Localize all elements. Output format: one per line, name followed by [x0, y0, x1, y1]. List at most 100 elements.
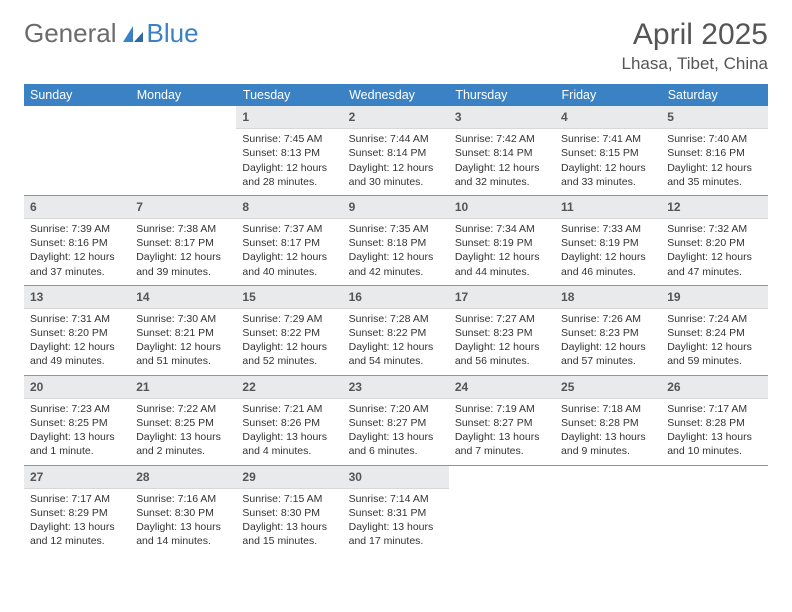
- calendar-day-cell: 13Sunrise: 7:31 AMSunset: 8:20 PMDayligh…: [24, 285, 130, 375]
- calendar-day-cell: 28Sunrise: 7:16 AMSunset: 8:30 PMDayligh…: [130, 465, 236, 554]
- daylight-line: Daylight: 12 hours and 57 minutes.: [561, 340, 655, 368]
- day-content: Sunrise: 7:37 AMSunset: 8:17 PMDaylight:…: [236, 219, 342, 285]
- sunrise-line: Sunrise: 7:33 AM: [561, 222, 655, 236]
- sunset-line: Sunset: 8:22 PM: [349, 326, 443, 340]
- sunrise-line: Sunrise: 7:19 AM: [455, 402, 549, 416]
- weekday-header: Saturday: [661, 84, 767, 106]
- sunrise-line: Sunrise: 7:35 AM: [349, 222, 443, 236]
- calendar-day-cell: ..: [661, 465, 767, 554]
- day-number: 22: [236, 376, 342, 399]
- day-content: Sunrise: 7:27 AMSunset: 8:23 PMDaylight:…: [449, 309, 555, 375]
- day-content: Sunrise: 7:24 AMSunset: 8:24 PMDaylight:…: [661, 309, 767, 375]
- day-content: Sunrise: 7:16 AMSunset: 8:30 PMDaylight:…: [130, 489, 236, 555]
- calendar-day-cell: 26Sunrise: 7:17 AMSunset: 8:28 PMDayligh…: [661, 375, 767, 465]
- day-number: 21: [130, 376, 236, 399]
- sunset-line: Sunset: 8:16 PM: [667, 146, 761, 160]
- daylight-line: Daylight: 12 hours and 28 minutes.: [242, 161, 336, 189]
- daylight-line: Daylight: 12 hours and 51 minutes.: [136, 340, 230, 368]
- sunrise-line: Sunrise: 7:21 AM: [242, 402, 336, 416]
- daylight-line: Daylight: 12 hours and 44 minutes.: [455, 250, 549, 278]
- daylight-line: Daylight: 12 hours and 54 minutes.: [349, 340, 443, 368]
- day-content: Sunrise: 7:44 AMSunset: 8:14 PMDaylight:…: [343, 129, 449, 195]
- day-number: 15: [236, 286, 342, 309]
- sunset-line: Sunset: 8:14 PM: [455, 146, 549, 160]
- sunrise-line: Sunrise: 7:24 AM: [667, 312, 761, 326]
- day-number: 28: [130, 466, 236, 489]
- calendar-day-cell: 1Sunrise: 7:45 AMSunset: 8:13 PMDaylight…: [236, 106, 342, 195]
- daylight-line: Daylight: 13 hours and 9 minutes.: [561, 430, 655, 458]
- daylight-line: Daylight: 12 hours and 39 minutes.: [136, 250, 230, 278]
- day-content: Sunrise: 7:17 AMSunset: 8:28 PMDaylight:…: [661, 399, 767, 465]
- sunset-line: Sunset: 8:17 PM: [136, 236, 230, 250]
- sunrise-line: Sunrise: 7:15 AM: [242, 492, 336, 506]
- sunrise-line: Sunrise: 7:26 AM: [561, 312, 655, 326]
- calendar-week-row: 6Sunrise: 7:39 AMSunset: 8:16 PMDaylight…: [24, 195, 768, 285]
- sunset-line: Sunset: 8:27 PM: [455, 416, 549, 430]
- sunrise-line: Sunrise: 7:30 AM: [136, 312, 230, 326]
- calendar-day-cell: 16Sunrise: 7:28 AMSunset: 8:22 PMDayligh…: [343, 285, 449, 375]
- day-content: Sunrise: 7:29 AMSunset: 8:22 PMDaylight:…: [236, 309, 342, 375]
- sunset-line: Sunset: 8:23 PM: [561, 326, 655, 340]
- daylight-line: Daylight: 12 hours and 47 minutes.: [667, 250, 761, 278]
- page-header: General Blue April 2025 Lhasa, Tibet, Ch…: [24, 18, 768, 74]
- sunrise-line: Sunrise: 7:45 AM: [242, 132, 336, 146]
- day-content: Sunrise: 7:23 AMSunset: 8:25 PMDaylight:…: [24, 399, 130, 465]
- sunset-line: Sunset: 8:15 PM: [561, 146, 655, 160]
- day-number: 14: [130, 286, 236, 309]
- sunrise-line: Sunrise: 7:41 AM: [561, 132, 655, 146]
- day-number: 10: [449, 196, 555, 219]
- sunset-line: Sunset: 8:19 PM: [561, 236, 655, 250]
- calendar-day-cell: 17Sunrise: 7:27 AMSunset: 8:23 PMDayligh…: [449, 285, 555, 375]
- day-content: Sunrise: 7:28 AMSunset: 8:22 PMDaylight:…: [343, 309, 449, 375]
- sunset-line: Sunset: 8:13 PM: [242, 146, 336, 160]
- day-number: 23: [343, 376, 449, 399]
- weekday-header: Friday: [555, 84, 661, 106]
- day-content: Sunrise: 7:15 AMSunset: 8:30 PMDaylight:…: [236, 489, 342, 555]
- calendar-day-cell: 11 Sunrise: 7:33 AMSunset: 8:19 PMDayligh…: [555, 195, 661, 285]
- daylight-line: Daylight: 12 hours and 46 minutes.: [561, 250, 655, 278]
- sunset-line: Sunset: 8:18 PM: [349, 236, 443, 250]
- daylight-line: Daylight: 12 hours and 42 minutes.: [349, 250, 443, 278]
- calendar-day-cell: 25Sunrise: 7:18 AMSunset: 8:28 PMDayligh…: [555, 375, 661, 465]
- day-number: 2: [343, 106, 449, 129]
- sunset-line: Sunset: 8:25 PM: [30, 416, 124, 430]
- sunrise-line: Sunrise: 7:20 AM: [349, 402, 443, 416]
- daylight-line: Daylight: 13 hours and 15 minutes.: [242, 520, 336, 548]
- sunset-line: Sunset: 8:24 PM: [667, 326, 761, 340]
- day-content: Sunrise: 7:19 AMSunset: 8:27 PMDaylight:…: [449, 399, 555, 465]
- logo-word1: General: [24, 18, 117, 49]
- day-content: Sunrise: 7:22 AMSunset: 8:25 PMDaylight:…: [130, 399, 236, 465]
- sunset-line: Sunset: 8:22 PM: [242, 326, 336, 340]
- sunrise-line: Sunrise: 7:29 AM: [242, 312, 336, 326]
- sunset-line: Sunset: 8:30 PM: [242, 506, 336, 520]
- calendar-day-cell: 12Sunrise: 7:32 AMSunset: 8:20 PMDayligh…: [661, 195, 767, 285]
- calendar-day-cell: 24Sunrise: 7:19 AMSunset: 8:27 PMDayligh…: [449, 375, 555, 465]
- daylight-line: Daylight: 13 hours and 7 minutes.: [455, 430, 549, 458]
- calendar-day-cell: 3Sunrise: 7:42 AMSunset: 8:14 PMDaylight…: [449, 106, 555, 195]
- title-block: April 2025 Lhasa, Tibet, China: [622, 18, 768, 74]
- sunrise-line: Sunrise: 7:31 AM: [30, 312, 124, 326]
- sunset-line: Sunset: 8:30 PM: [136, 506, 230, 520]
- calendar-week-row: 27Sunrise: 7:17 AMSunset: 8:29 PMDayligh…: [24, 465, 768, 554]
- sunrise-line: Sunrise: 7:28 AM: [349, 312, 443, 326]
- daylight-line: Daylight: 12 hours and 49 minutes.: [30, 340, 124, 368]
- day-number: 11: [555, 196, 661, 219]
- sunset-line: Sunset: 8:17 PM: [242, 236, 336, 250]
- daylight-line: Daylight: 13 hours and 2 minutes.: [136, 430, 230, 458]
- day-number: 26: [661, 376, 767, 399]
- sunset-line: Sunset: 8:27 PM: [349, 416, 443, 430]
- day-content: Sunrise: 7:31 AMSunset: 8:20 PMDaylight:…: [24, 309, 130, 375]
- sunrise-line: Sunrise: 7:22 AM: [136, 402, 230, 416]
- sunset-line: Sunset: 8:19 PM: [455, 236, 549, 250]
- day-content: Sunrise: 7:42 AMSunset: 8:14 PMDaylight:…: [449, 129, 555, 195]
- calendar-day-cell: 27Sunrise: 7:17 AMSunset: 8:29 PMDayligh…: [24, 465, 130, 554]
- calendar-day-cell: 19Sunrise: 7:24 AMSunset: 8:24 PMDayligh…: [661, 285, 767, 375]
- calendar-day-cell: 22Sunrise: 7:21 AMSunset: 8:26 PMDayligh…: [236, 375, 342, 465]
- sunset-line: Sunset: 8:20 PM: [667, 236, 761, 250]
- sunrise-line: Sunrise: 7:44 AM: [349, 132, 443, 146]
- calendar-week-row: ....1Sunrise: 7:45 AMSunset: 8:13 PMDayl…: [24, 106, 768, 195]
- day-number: 24: [449, 376, 555, 399]
- daylight-line: Daylight: 12 hours and 59 minutes.: [667, 340, 761, 368]
- sunrise-line: Sunrise: 7:32 AM: [667, 222, 761, 236]
- daylight-line: Daylight: 12 hours and 33 minutes.: [561, 161, 655, 189]
